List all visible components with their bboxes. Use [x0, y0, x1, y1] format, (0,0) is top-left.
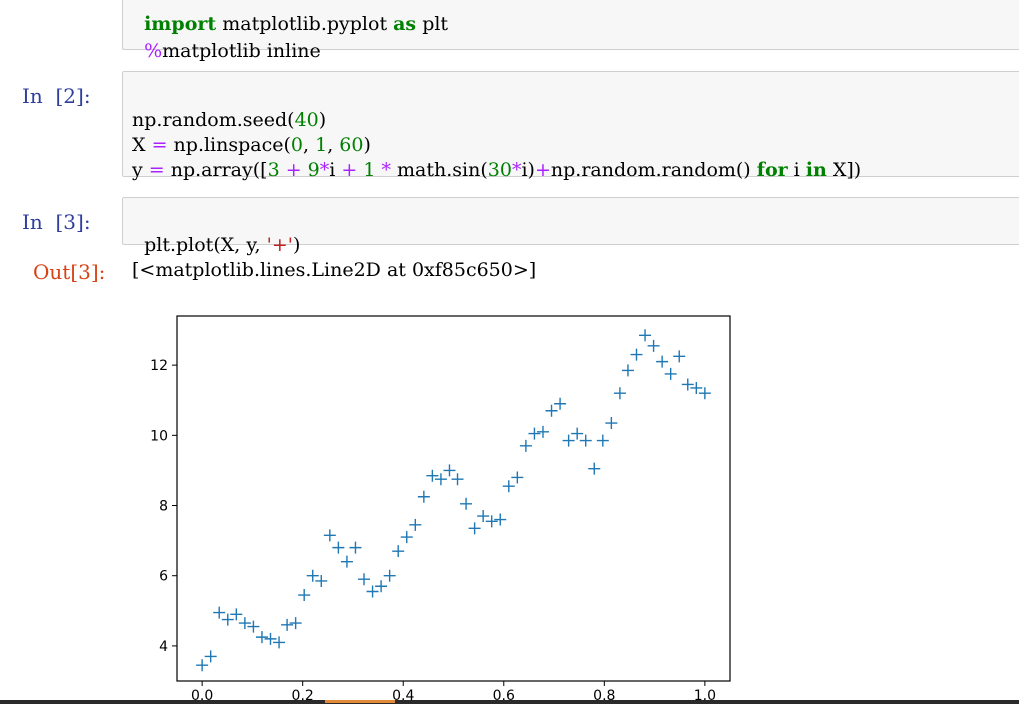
data-point [264, 632, 277, 645]
y-tick-label: 12 [150, 358, 168, 374]
x-tick-label: 0.8 [593, 688, 615, 700]
data-point [536, 425, 549, 438]
data-point [502, 480, 515, 493]
cell1-line1: import matplotlib.pyplot as plt [132, 0, 448, 37]
data-point [375, 580, 388, 593]
data-point [664, 367, 677, 380]
data-point [485, 515, 498, 528]
data-point [409, 518, 422, 531]
data-point [656, 355, 669, 368]
data-point [417, 490, 430, 503]
x-tick-label: 0.6 [493, 688, 515, 700]
data-point [596, 434, 609, 447]
data-point [358, 573, 371, 586]
module-alias: plt [422, 13, 449, 35]
data-point [306, 569, 319, 582]
data-point [340, 555, 353, 568]
data-point [204, 650, 217, 663]
data-point [588, 462, 601, 475]
data-point [273, 636, 286, 649]
y-tick-label: 8 [159, 499, 168, 515]
plot-area: 0.0 0.2 0.4 0.6 0.8 1.0 4 6 8 10 12 [150, 315, 731, 700]
data-point [519, 439, 532, 452]
code-cell-2[interactable] [122, 71, 1019, 177]
data-point [690, 381, 703, 394]
scatter-plot: 0.0 0.2 0.4 0.6 0.8 1.0 4 6 8 10 12 [150, 315, 731, 700]
data-point [571, 427, 584, 440]
keyword-as: as [393, 13, 417, 35]
data-point [323, 529, 336, 542]
string-literal: '+' [266, 234, 294, 256]
y-tick-label: 4 [159, 639, 168, 655]
cell2-line3: y = np.array([3 + 9*i + 1 * math.sin(30*… [132, 159, 862, 181]
data-point [434, 473, 447, 486]
data-point [298, 589, 311, 602]
y-tick-label: 10 [150, 428, 168, 444]
data-point [366, 585, 379, 598]
data-point [230, 608, 243, 621]
data-point [315, 574, 328, 587]
data-point [477, 510, 490, 523]
y-tick-label: 6 [159, 569, 168, 585]
data-point [247, 620, 260, 633]
axes-frame [176, 315, 731, 682]
data-point [605, 417, 618, 430]
x-tick-label: 1.0 [694, 688, 716, 700]
data-point [468, 522, 481, 535]
cell2-code: np.random.seed(40) X = np.linspace(0, 1, … [132, 83, 861, 208]
data-point [281, 618, 294, 631]
code-cell-3[interactable] [122, 197, 1019, 245]
data-point [332, 541, 345, 554]
data-point [289, 617, 302, 630]
data-point [554, 397, 567, 410]
data-point [528, 427, 541, 440]
data-point [511, 471, 524, 484]
data-point [443, 464, 456, 477]
module-name: matplotlib.pyplot [222, 13, 388, 35]
data-point [400, 531, 413, 544]
data-point [545, 404, 558, 417]
data-point [426, 469, 439, 482]
data-point [639, 329, 652, 342]
data-point [673, 350, 686, 363]
code-cell-1[interactable] [122, 0, 1019, 50]
x-tick-label: 0.4 [392, 688, 414, 700]
data-point [698, 387, 711, 400]
keyword-import: import [144, 13, 217, 35]
cell3-out-prompt: Out[3]: [33, 260, 106, 284]
data-point [392, 545, 405, 558]
data-point [630, 348, 643, 361]
x-tick-label: 0.0 [191, 688, 213, 700]
x-tick-label: 0.2 [292, 688, 314, 700]
data-point [238, 617, 251, 630]
data-point [460, 497, 473, 510]
data-point [494, 513, 507, 526]
magic-command: matplotlib inline [162, 40, 321, 62]
scroll-indicator [325, 700, 395, 703]
cell3-prompt: In [3]: [22, 210, 91, 234]
data-point [196, 659, 209, 672]
data-point [451, 473, 464, 486]
data-point [349, 541, 362, 554]
cell2-prompt: In [2]: [22, 84, 91, 108]
data-point [621, 364, 634, 377]
data-point [647, 339, 660, 352]
cell1-line2: %matplotlib inline [132, 14, 321, 64]
data-point [221, 613, 234, 626]
magic-percent: % [144, 40, 163, 62]
data-point [562, 434, 575, 447]
data-point [255, 631, 268, 644]
data-point [579, 434, 592, 447]
cell3-output-text: [<matplotlib.lines.Line2D at 0xf85c650>] [132, 259, 537, 281]
data-point [383, 569, 396, 582]
data-point [613, 387, 626, 400]
cell2-line2: X = np.linspace(0, 1, 60) [132, 134, 371, 156]
cell2-line1: np.random.seed(40) [132, 109, 327, 131]
data-point [681, 378, 694, 391]
bottom-edge [0, 700, 1019, 704]
cell3-code: plt.plot(X, y, '+') [144, 234, 301, 256]
data-point [213, 606, 226, 619]
